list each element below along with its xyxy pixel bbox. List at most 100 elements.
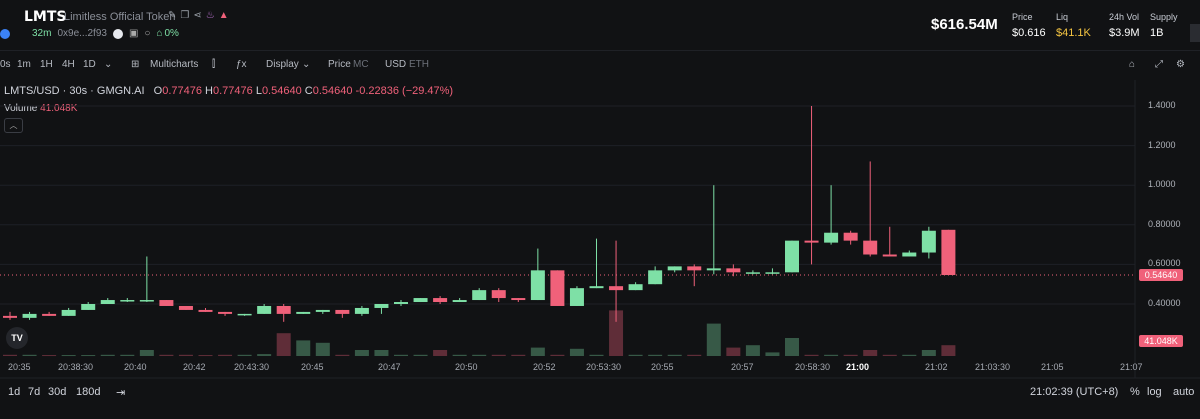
share-icon[interactable]: ⋖: [193, 10, 202, 21]
token-name: Limitless Official Token: [64, 11, 176, 23]
usd-toggle[interactable]: USD: [385, 59, 407, 70]
volume-bar: [61, 355, 76, 357]
price-toggle[interactable]: Price: [328, 59, 351, 70]
multicharts-button[interactable]: Multicharts: [150, 59, 199, 70]
eth-toggle[interactable]: ETH: [409, 59, 429, 70]
volume-bar: [491, 354, 506, 356]
auto-toggle[interactable]: auto: [1173, 386, 1195, 398]
range-1d[interactable]: 1d: [8, 386, 21, 398]
candle-body: [413, 298, 428, 303]
volume-bar: [81, 355, 96, 357]
copy-icon[interactable]: ❐: [180, 10, 190, 21]
volume-bar: [530, 347, 545, 356]
fullscreen-icon[interactable]: ⤢: [1155, 59, 1163, 70]
candle-body: [3, 315, 17, 318]
candle-body: [687, 266, 702, 271]
display-button[interactable]: Display: [266, 59, 299, 70]
warning-icon: ▲: [218, 10, 229, 21]
chevron-down-icon[interactable]: ⌄: [302, 59, 311, 70]
volume-bar: [335, 354, 350, 356]
date-range-icon[interactable]: ⇥: [116, 387, 126, 399]
stat-value: $0.616: [1012, 27, 1046, 39]
candle-body: [706, 268, 721, 271]
edit-icon[interactable]: ✎: [168, 10, 177, 21]
volume-bar: [921, 350, 936, 356]
close-value: 0.54640: [312, 85, 353, 97]
contract-address[interactable]: 0x9e...2f93: [57, 28, 107, 39]
open-value: 0.77476: [162, 85, 202, 97]
interval-1m[interactable]: 1m: [17, 59, 31, 70]
price-axis-label: 0.80000: [1148, 218, 1181, 229]
volume-value: 41.048K: [40, 103, 78, 114]
search-icon[interactable]: ○: [144, 28, 151, 39]
candle-body: [628, 284, 643, 291]
volume-bar: [394, 354, 408, 356]
candle-body: [824, 232, 839, 243]
candle-body: [511, 298, 526, 301]
holder-icon: ⌂: [156, 28, 163, 39]
time-axis-label: 20:42: [183, 362, 206, 372]
volume-bar: [257, 354, 272, 356]
candle-body: [315, 309, 330, 312]
volume-label: Volume: [4, 103, 38, 114]
camera-icon[interactable]: ⌂: [1129, 59, 1136, 70]
volume-bar: [42, 355, 57, 357]
high-value: 0.77476: [212, 85, 253, 97]
candle-body: [218, 311, 233, 314]
log-toggle[interactable]: log: [1147, 386, 1162, 398]
price-axis-label: 1.0000: [1148, 179, 1176, 190]
chat-icon[interactable]: ▣: [128, 28, 139, 39]
settings-icon[interactable]: ⚙: [1176, 59, 1185, 70]
chevron-down-icon[interactable]: ⌄: [104, 59, 113, 70]
candle-body: [882, 254, 897, 257]
time-axis-label: 20:40: [124, 362, 147, 372]
mc-toggle[interactable]: MC: [353, 59, 369, 70]
volume-bar: [902, 354, 917, 356]
volume-bar: [765, 352, 780, 356]
stat-value: $3.9M: [1109, 27, 1140, 39]
volume-bar: [511, 354, 526, 356]
page-scrollbar[interactable]: [1190, 24, 1200, 42]
volume-bar: [237, 354, 252, 356]
volume-bar: [413, 354, 428, 356]
time-axis-label: 20:38:30: [58, 362, 94, 372]
candle-body: [139, 300, 154, 302]
interval-30s[interactable]: 0s: [0, 59, 11, 70]
volume-bar: [550, 354, 565, 356]
candle-body: [863, 240, 878, 255]
candle-body: [745, 272, 760, 274]
volume-bar: [3, 354, 17, 356]
candle-body: [257, 305, 272, 314]
clock[interactable]: 21:02:39 (UTC+8): [1030, 386, 1119, 398]
candle-body: [374, 304, 389, 308]
dex-icon: [112, 28, 123, 39]
range-30d[interactable]: 30d: [48, 386, 67, 398]
token-actions: ✎ ❐ ⋖ ♨ ▲: [168, 10, 229, 21]
tradingview-logo: TV: [6, 327, 28, 349]
interval-4h[interactable]: 4H: [62, 59, 75, 70]
volume-tag: 41.048K: [1139, 335, 1183, 347]
ohlc-legend: LMTS/USD · 30s · GMGN.AI O0.77476 H0.774…: [4, 85, 453, 97]
percent-toggle[interactable]: %: [1130, 386, 1140, 398]
interval-1h[interactable]: 1H: [40, 59, 53, 70]
interval-1d[interactable]: 1D: [83, 59, 96, 70]
volume-bar: [198, 355, 213, 357]
candle-body: [335, 309, 350, 314]
candle-body: [785, 240, 799, 273]
volume-bar: [628, 354, 643, 356]
range-180d[interactable]: 180d: [76, 386, 101, 398]
candle-body: [159, 300, 174, 306]
candle-body: [100, 300, 115, 304]
low-label: L: [255, 85, 262, 97]
candle-style-icon[interactable]: ⫿: [212, 59, 216, 70]
collapse-legend-button[interactable]: ︿: [4, 118, 23, 133]
range-7d[interactable]: 7d: [28, 386, 41, 398]
price-axis-label: 0.60000: [1148, 258, 1181, 269]
indicators-icon[interactable]: ƒx: [236, 59, 247, 70]
volume-bar: [785, 338, 799, 356]
change-value: -0.22836 (−29.47%): [355, 85, 454, 97]
volume-bar: [159, 354, 174, 356]
multicharts-icon[interactable]: ⊞: [131, 59, 140, 70]
stat-value: 1B: [1150, 27, 1164, 39]
